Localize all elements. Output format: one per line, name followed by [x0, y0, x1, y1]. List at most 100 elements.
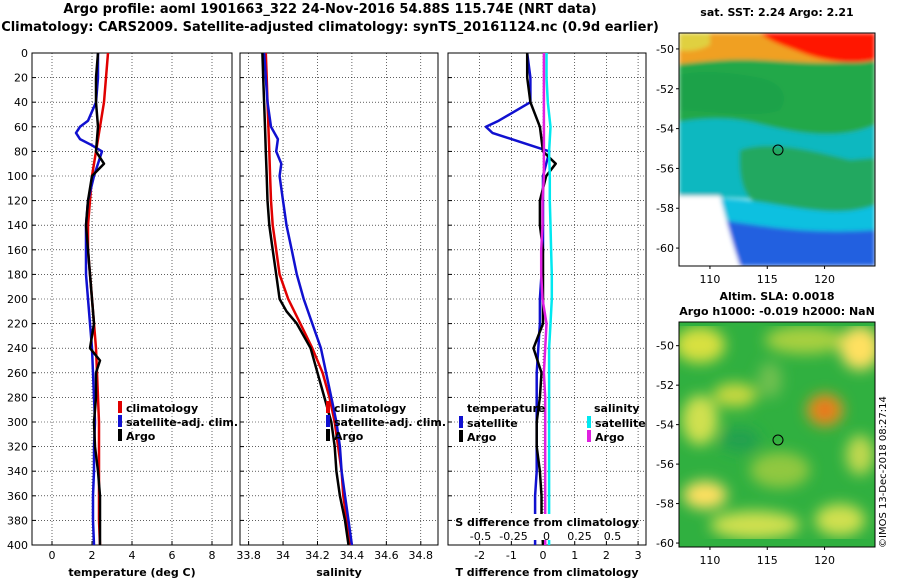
difference-x-tick-label: -2: [474, 549, 485, 562]
lat-tick-label: -60: [656, 242, 674, 255]
difference-x-tick-label: 3: [635, 549, 642, 562]
depth-tick-label: 400: [7, 539, 28, 552]
difference-x-tick-label: 2: [603, 549, 610, 562]
diff-legend-swatch-s-argo: [587, 430, 591, 442]
lat-tick-label: -56: [656, 458, 674, 471]
depth-tick-label: 120: [7, 195, 28, 208]
salinity-diff-tick-label: -0.25: [499, 530, 527, 543]
sal-legend-swatch-satellite: [326, 415, 330, 427]
lat-tick-label: -54: [656, 419, 674, 432]
salinity-diff-axis-label: S difference from climatology: [455, 516, 639, 529]
sal-legend-label-climatology: climatology: [334, 402, 406, 415]
diff-legend-label-s-argo: Argo: [595, 431, 625, 444]
salinity-x-axis-label: salinity: [316, 566, 362, 579]
salinity-x-tick-label: 33.8: [236, 549, 261, 562]
figure-title-line-1: Argo profile: aoml 1901663_322 24-Nov-20…: [63, 2, 597, 17]
salinity-x-tick-label: 34.8: [409, 549, 434, 562]
temperature-x-tick-label: 8: [209, 549, 216, 562]
depth-tick-label: 40: [14, 96, 28, 109]
legend-label-argo: Argo: [126, 430, 156, 443]
lat-tick-label: -54: [656, 123, 674, 136]
salinity-x-tick-label: 34.6: [374, 549, 399, 562]
legend-swatch-satellite: [118, 415, 122, 427]
salinity-diff-tick-label: 0: [543, 530, 550, 543]
diff-legend-swatch-s-satellite: [587, 416, 591, 428]
lon-tick-label: 120: [814, 554, 835, 567]
depth-tick-label: 280: [7, 391, 28, 404]
lat-tick-label: -60: [656, 537, 674, 550]
sla-map-title-1: Altim. SLA: 0.0018: [719, 290, 835, 303]
temperature-x-tick-label: 4: [129, 549, 136, 562]
depth-tick-label: 260: [7, 367, 28, 380]
difference-panel: -2 -1 0 1 2 3 T difference from climatology S d…: [447, 52, 647, 579]
depth-tick-label: 20: [14, 72, 28, 85]
depth-tick-label: 200: [7, 293, 28, 306]
temperature-panel: 0204060801001201401601802002202402602803…: [7, 47, 233, 579]
depth-tick-label: 140: [7, 219, 28, 232]
sst-lon-axis: 110 115 120: [699, 266, 835, 286]
depth-tick-label: 80: [14, 145, 28, 158]
diff-legend-swatch-t-argo: [459, 430, 463, 442]
lat-tick-label: -56: [656, 162, 674, 175]
sst-lat-axis: -50 -52 -54 -56 -58 -60: [656, 43, 679, 255]
lon-tick-label: 115: [757, 273, 778, 286]
legend-label-climatology: climatology: [126, 402, 198, 415]
sal-legend-label-satellite: satellite-adj. clim.: [334, 416, 446, 429]
figure-title-line-2: Climatology: CARS2009. Satellite-adjuste…: [1, 20, 659, 35]
sla-argo-location-marker: [772, 434, 784, 446]
lon-tick-label: 120: [814, 273, 835, 286]
lat-tick-label: -50: [656, 43, 674, 56]
temperature-series-argo: [84, 52, 106, 545]
sla-map-title-2: Argo h1000: -0.019 h2000: NaN: [679, 305, 875, 318]
sla-lon-axis: 110 115 120: [699, 547, 835, 567]
sst-map: -50 -52 -54 -56 -58 -60 110 115 120: [656, 32, 876, 286]
difference-x-axis-label: T difference from climatology: [455, 566, 638, 579]
lon-tick-label: 110: [699, 554, 720, 567]
depth-tick-label: 60: [14, 121, 28, 134]
diff-legend-label-t-argo: Argo: [467, 431, 497, 444]
salinity-legend: climatology satellite-adj. clim. Argo: [326, 401, 446, 443]
difference-series-salinity-satellite: [545, 53, 554, 545]
salinity-series-satellite-adj-clim-: [262, 52, 354, 546]
diff-legend-title-salinity: salinity: [594, 402, 640, 415]
salinity-panel: 33.8 34 34.2 34.4 34.6 34.8 salinity: [236, 52, 439, 579]
temperature-legend: climatology satellite-adj. clim. Argo: [118, 401, 238, 443]
salinity-axis-backdrop: [462, 514, 634, 540]
difference-series-salinity-argo: [539, 53, 548, 545]
diff-legend-label-s-satellite: satellite: [595, 417, 646, 430]
depth-tick-label: 0: [21, 47, 28, 60]
depth-tick-label: 300: [7, 416, 28, 429]
temperature-x-tick-label: 6: [169, 549, 176, 562]
lat-tick-label: -50: [656, 340, 674, 353]
depth-tick-label: 380: [7, 514, 28, 527]
salinity-x-tick-label: 34.4: [340, 549, 365, 562]
diff-legend-label-t-satellite: satellite: [467, 417, 518, 430]
salinity-series-argo: [261, 52, 350, 546]
depth-tick-label: 180: [7, 268, 28, 281]
lat-tick-label: -58: [656, 202, 674, 215]
sst-argo-location-marker: [772, 144, 784, 156]
depth-tick-label: 220: [7, 318, 28, 331]
lat-tick-label: -58: [656, 498, 674, 511]
temperature-x-tick-label: 0: [49, 549, 56, 562]
legend-label-satellite: satellite-adj. clim.: [126, 416, 238, 429]
depth-tick-label: 240: [7, 342, 28, 355]
lat-tick-label: -52: [656, 83, 674, 96]
salinity-diff-tick-label: 0.25: [567, 530, 592, 543]
lon-tick-label: 115: [757, 554, 778, 567]
sla-map: -50 -52 -54 -56 -58 -60 110 115 120: [656, 321, 876, 567]
temperature-x-tick-label: 2: [89, 549, 96, 562]
depth-tick-label: 360: [7, 490, 28, 503]
difference-legend-salinity: salinity satellite Argo: [587, 402, 646, 444]
depth-tick-label: 320: [7, 441, 28, 454]
diff-legend-title-temperature: temperature: [467, 402, 545, 415]
difference-legend-temperature: temperature satellite Argo: [459, 402, 545, 444]
lat-tick-label: -52: [656, 379, 674, 392]
sst-map-title: sat. SST: 2.24 Argo: 2.21: [700, 6, 854, 19]
sla-lat-axis: -50 -52 -54 -56 -58 -60: [656, 340, 679, 550]
temperature-x-axis-label: temperature (deg C): [68, 566, 195, 579]
depth-tick-label: 340: [7, 465, 28, 478]
sal-legend-label-argo: Argo: [334, 430, 364, 443]
difference-x-tick-label: 0: [540, 549, 547, 562]
